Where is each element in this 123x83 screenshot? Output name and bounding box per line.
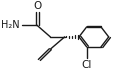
Text: O: O (33, 1, 41, 11)
Text: Cl: Cl (81, 60, 92, 70)
Text: H₂N: H₂N (1, 20, 20, 30)
